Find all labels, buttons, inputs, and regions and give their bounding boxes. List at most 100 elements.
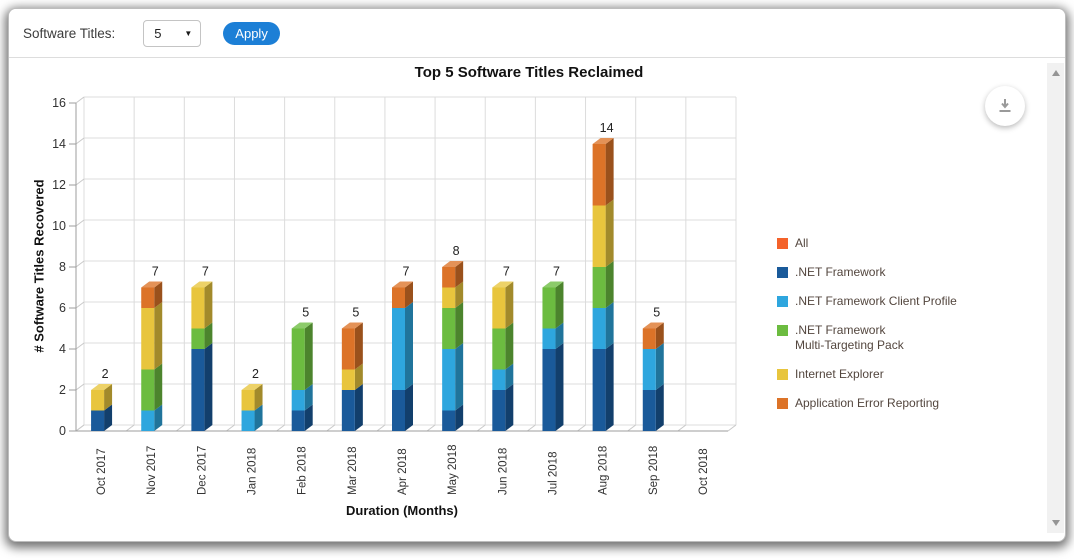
x-tick-label: Apr 2018 [397, 448, 409, 495]
bar-segment-side [455, 343, 464, 411]
chevron-down-icon: ▼ [184, 28, 193, 38]
bar-segment[interactable] [191, 287, 205, 329]
bar-apr-2018[interactable] [392, 281, 413, 432]
chart-plot[interactable]: 0 2 4 6 8 10 12 14 16 2 Oct 2017 7 Nov 2017 7 Dec 2017… [9, 9, 769, 542]
bar-segment[interactable] [442, 308, 456, 349]
bar-segment[interactable] [492, 369, 506, 391]
bar-segment[interactable] [592, 267, 606, 308]
bar-segment[interactable] [542, 349, 556, 431]
scrollbar-track[interactable] [1047, 63, 1064, 533]
bar-jul-2018[interactable] [542, 281, 564, 432]
legend-swatch-icon [777, 325, 788, 336]
bar-segment[interactable] [392, 287, 405, 309]
bar-segment[interactable] [141, 287, 155, 309]
bar-oct-2017[interactable] [91, 384, 113, 432]
bar-segment-side [304, 404, 313, 431]
software-titles-select[interactable]: 5 ▼ [143, 19, 202, 47]
bar-segment[interactable] [291, 390, 305, 411]
legend-item[interactable]: .NET Framework Multi-Targeting Pack [777, 323, 957, 353]
bar-segment-side [505, 363, 514, 390]
x-tick-label: Oct 2018 [698, 448, 710, 495]
y-tick-label: 12 [52, 178, 66, 192]
x-tick-label: Oct 2017 [96, 448, 108, 495]
bar-jun-2018[interactable] [492, 281, 514, 432]
bar-mar-2018[interactable] [341, 322, 363, 432]
bar-segment[interactable] [141, 369, 155, 411]
bar-segment[interactable] [341, 390, 355, 431]
bar-segment[interactable] [341, 369, 355, 391]
bar-may-2018[interactable] [442, 261, 464, 432]
bar-total-label: 7 [152, 265, 159, 279]
bar-segment[interactable] [642, 390, 656, 431]
bar-segment[interactable] [141, 410, 155, 432]
bar-segment[interactable] [191, 328, 205, 350]
bar-segment-side [455, 404, 464, 431]
bar-segment[interactable] [592, 144, 606, 206]
download-button[interactable] [985, 86, 1025, 126]
bar-segment[interactable] [241, 410, 255, 432]
bar-segment[interactable] [542, 287, 556, 329]
bar-total-label: 8 [453, 244, 460, 258]
legend-label: .NET Framework [795, 265, 886, 279]
bar-aug-2018[interactable] [592, 138, 614, 431]
bar-top-face [442, 261, 464, 267]
legend-swatch-icon [777, 369, 788, 380]
bar-segment[interactable] [141, 308, 155, 370]
bar-nov-2017[interactable] [141, 281, 163, 432]
bar-segment-side [455, 261, 464, 288]
bar-segment[interactable] [592, 308, 606, 349]
bar-segment[interactable] [291, 410, 305, 432]
scroll-down-button[interactable] [1047, 515, 1064, 531]
bar-total-label: 2 [252, 367, 259, 381]
legend-label: All [795, 236, 809, 250]
bar-segment[interactable] [492, 287, 506, 329]
apply-button[interactable]: Apply [223, 21, 280, 45]
bar-segment-side [505, 384, 514, 431]
software-titles-select-value: 5 [154, 25, 162, 41]
bar-top-face [191, 281, 213, 288]
legend-item[interactable]: .NET Framework [777, 265, 957, 280]
legend-swatch-icon [777, 398, 788, 409]
bar-segment[interactable] [91, 410, 105, 432]
bar-total-label: 5 [352, 306, 359, 320]
bar-segment[interactable] [191, 349, 205, 431]
floor-edge [276, 424, 285, 432]
bar-sep-2018[interactable] [642, 322, 664, 432]
bar-segment-side [405, 384, 413, 431]
bar-segment[interactable] [91, 390, 105, 411]
bar-segment[interactable] [592, 205, 606, 268]
legend-item[interactable]: All [777, 236, 957, 251]
bar-segment[interactable] [542, 328, 556, 350]
bar-dec-2017[interactable] [191, 281, 213, 432]
bar-segment[interactable] [642, 328, 656, 350]
bar-feb-2018[interactable] [291, 322, 313, 432]
legend-item[interactable]: .NET Framework Client Profile [777, 294, 957, 309]
chart-title: Top 5 Software Titles Reclaimed [414, 64, 644, 81]
bar-segment[interactable] [392, 308, 405, 390]
floor-edge [677, 424, 687, 432]
bar-segment[interactable] [291, 328, 305, 391]
bar-segment-side [505, 322, 514, 370]
bar-segment[interactable] [492, 390, 506, 431]
bar-segment-side [605, 261, 614, 308]
bar-segment[interactable] [392, 390, 405, 431]
bar-segment[interactable] [492, 328, 506, 370]
y-tick-label: 2 [59, 383, 66, 397]
bar-segment[interactable] [241, 390, 255, 411]
legend-label: Application Error Reporting [795, 396, 940, 410]
bar-top-face [141, 281, 163, 288]
bar-segment[interactable] [442, 410, 456, 432]
bar-segment[interactable] [442, 349, 456, 411]
bar-segment[interactable] [442, 287, 456, 309]
software-titles-label: Software Titles: [23, 25, 116, 41]
legend-item[interactable]: Internet Explorer [777, 367, 957, 382]
scroll-up-button[interactable] [1047, 65, 1064, 81]
bar-jan-2018[interactable] [241, 384, 263, 432]
bar-segment[interactable] [592, 349, 606, 431]
bar-segment[interactable] [442, 267, 456, 288]
legend-item[interactable]: Application Error Reporting [777, 396, 957, 411]
bar-segment[interactable] [642, 349, 656, 390]
bar-total-label: 5 [302, 306, 309, 320]
bar-segment[interactable] [341, 328, 355, 370]
floor-edge [627, 424, 636, 432]
